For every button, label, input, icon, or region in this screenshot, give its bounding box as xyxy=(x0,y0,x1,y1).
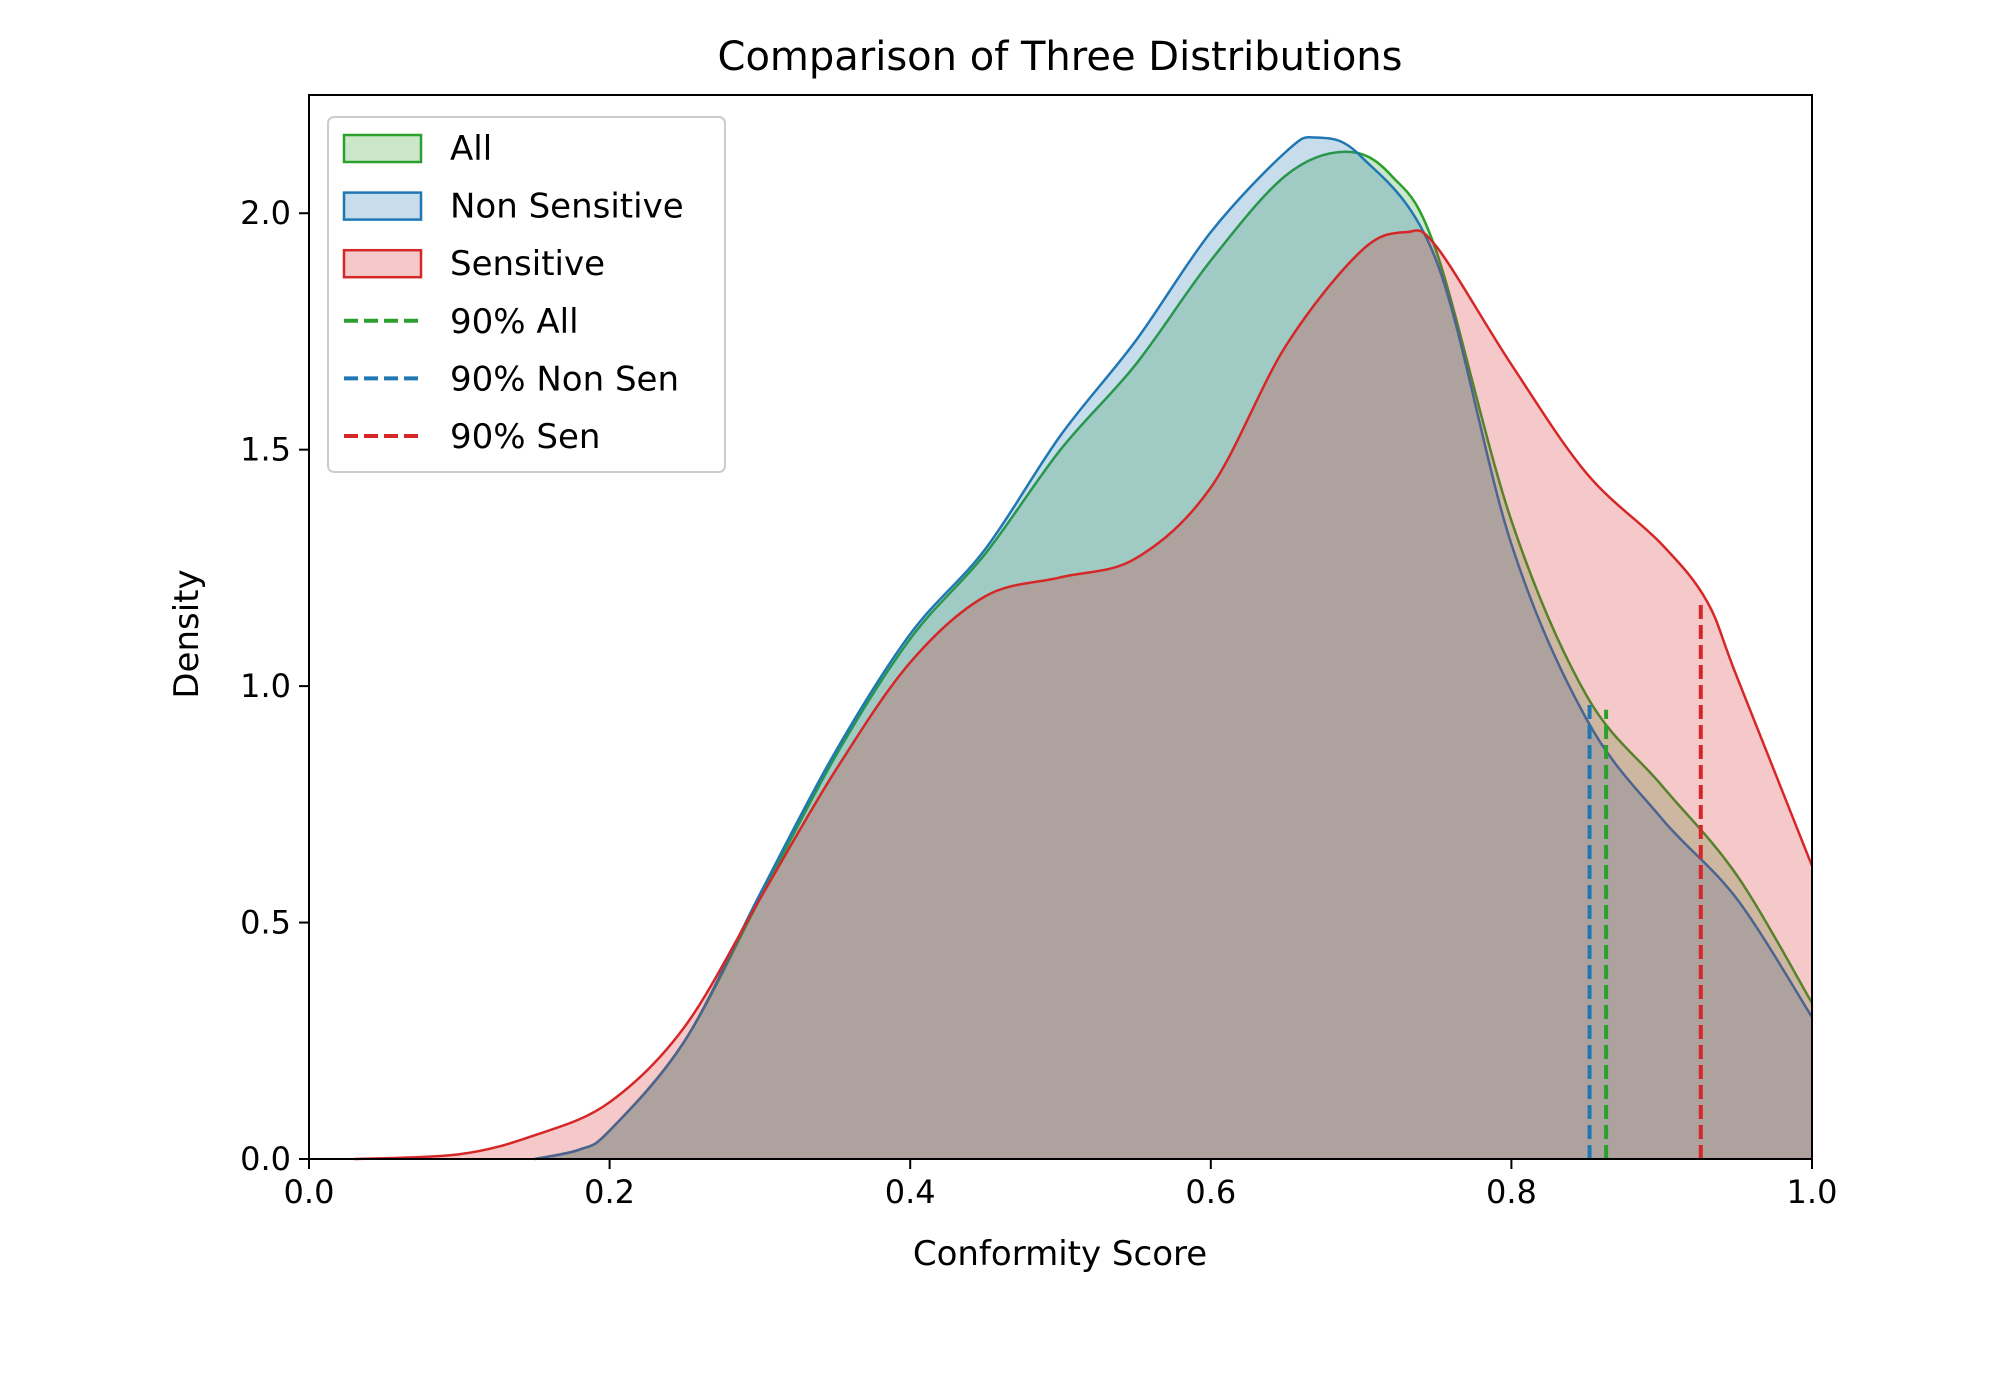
x-axis: 0.0 0.2 0.4 0.6 0.8 1.0 xyxy=(284,1159,1838,1211)
y-tick-label: 2.0 xyxy=(240,194,291,232)
plot-area xyxy=(354,135,1814,1161)
area-all xyxy=(534,151,1813,1159)
legend-patch-all xyxy=(342,133,423,164)
curve-all xyxy=(534,150,1814,1161)
legend-label-sensitive: Sensitive xyxy=(450,244,605,284)
legend-patch-sensitive xyxy=(342,248,423,279)
y-tick-label: 0.5 xyxy=(240,904,291,942)
curve-sensitive xyxy=(354,229,1814,1161)
axes-frame xyxy=(308,94,1813,1160)
chart-title: Comparison of Three Distributions xyxy=(718,34,1403,80)
legend-label-90-all: 90% All xyxy=(450,302,579,342)
area-sensitive xyxy=(354,230,1813,1159)
x-tick-label: 0.4 xyxy=(885,1173,936,1211)
legend-box xyxy=(327,116,726,473)
y-tick-label: 1.5 xyxy=(240,431,291,469)
x-tick-label: 0.6 xyxy=(1185,1173,1236,1211)
legend-patch-non-sensitive xyxy=(342,191,423,221)
y-tick-label: 0.0 xyxy=(240,1140,291,1178)
legend-label-non-sensitive: Non Sensitive xyxy=(450,187,684,227)
y-tick-label: 1.0 xyxy=(240,667,291,705)
x-tick-label: 1.0 xyxy=(1787,1173,1838,1211)
y-axis-label: Density xyxy=(167,569,207,698)
x-axis-label: Conformity Score xyxy=(913,1234,1207,1274)
legend: All Non Sensitive Sensitive 90% All 90% Non … xyxy=(327,116,726,473)
legend-label-90-non-sen: 90% Non Sen xyxy=(450,359,679,399)
x-tick-label: 0.8 xyxy=(1486,1173,1537,1211)
x-tick-label: 0.0 xyxy=(284,1173,335,1211)
legend-label-all: All xyxy=(450,129,492,169)
area-non-sensitive xyxy=(534,137,1813,1160)
y-axis: 0.0 0.5 1.0 1.5 2.0 xyxy=(240,194,309,1178)
x-tick-label: 0.2 xyxy=(584,1173,635,1211)
legend-label-90-sen: 90% Sen xyxy=(450,417,600,457)
